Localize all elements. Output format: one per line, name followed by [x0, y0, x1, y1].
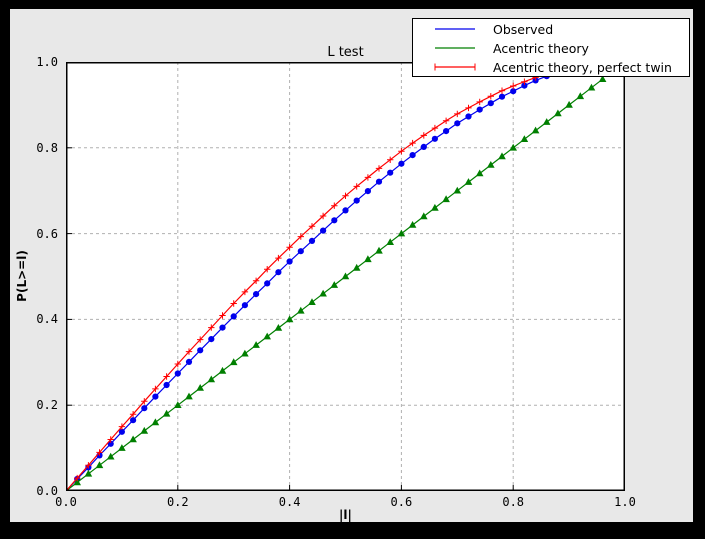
y-tick-label: 0.0: [36, 484, 58, 498]
x-tick-label: 0.0: [55, 495, 77, 509]
legend-label: Acentric theory: [493, 40, 589, 56]
legend-label: Observed: [493, 21, 554, 37]
legend-label: Acentric theory, perfect twin: [493, 59, 672, 75]
y-tick-label: 0.2: [36, 398, 58, 413]
x-tick-label: 0.2: [166, 495, 189, 509]
x-axis-label: |l|: [339, 508, 352, 522]
y-tick-label: 0.8: [36, 140, 58, 155]
y-tick-label: 0.6: [36, 226, 58, 241]
figure-background: L test P(L>=l) 0.0 0.2 0.4 0.6 0.8 1.0 0.0 0.2…: [10, 9, 693, 522]
legend: Observed Acentric theory Acentric theory, …: [412, 18, 690, 77]
legend-line-sample: [435, 28, 475, 30]
x-tick-label: 0.4: [278, 495, 301, 509]
x-tick-label: 0.6: [390, 495, 413, 509]
legend-entry: Acentric theory: [413, 39, 689, 57]
x-tick-label: 0.8: [502, 495, 525, 509]
legend-entry: Observed: [413, 20, 689, 38]
x-tick-label: 1.0: [614, 495, 636, 509]
plot-area: [66, 62, 625, 491]
legend-line-sample: [435, 47, 475, 49]
y-tick-label: 0.4: [36, 312, 58, 327]
legend-entry: Acentric theory, perfect twin: [413, 58, 689, 76]
y-axis-label: P(L>=l): [15, 250, 29, 302]
chart-title: L test: [327, 45, 364, 60]
plot-svg: [66, 62, 625, 491]
y-tick-label: 1.0: [36, 55, 58, 69]
legend-line-sample: [434, 63, 476, 71]
